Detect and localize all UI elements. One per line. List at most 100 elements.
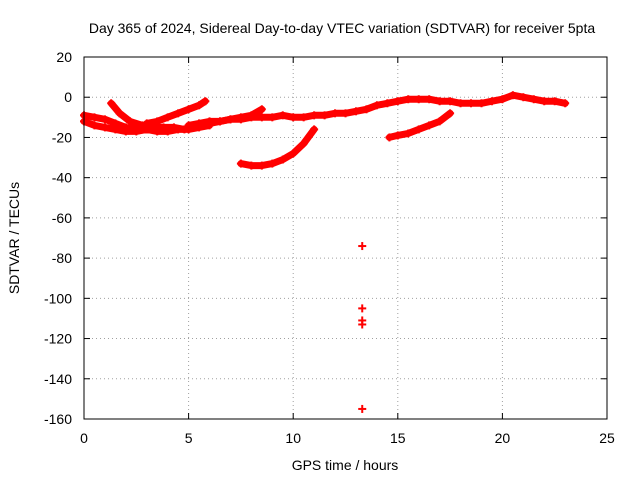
data-point [278, 111, 287, 120]
data-point [299, 139, 308, 148]
data-point [174, 109, 183, 118]
data-point [404, 95, 413, 104]
x-tick-label: 15 [390, 430, 406, 446]
series-arc-6 [195, 105, 266, 130]
data-point [446, 97, 455, 106]
data-point [215, 117, 224, 126]
series-arc-8 [385, 109, 455, 142]
data-point [278, 155, 287, 164]
data-point [358, 304, 367, 313]
data-point [508, 91, 517, 100]
data-point [169, 123, 178, 132]
data-point [163, 113, 172, 122]
data-point [341, 109, 350, 118]
data-point [456, 99, 465, 108]
y-tick-label: -100 [44, 290, 72, 306]
data-point [467, 99, 476, 108]
y-tick-label: -120 [44, 331, 72, 347]
data-point [247, 111, 256, 120]
data-point [331, 109, 340, 118]
data-point [257, 105, 266, 114]
data-point [550, 97, 559, 106]
data-point [236, 159, 245, 168]
y-tick-label: -160 [44, 411, 72, 427]
data-point [425, 121, 434, 130]
plot-frame [83, 56, 608, 420]
data-point [268, 159, 277, 168]
data-point [414, 95, 423, 104]
data-point [435, 97, 444, 106]
y-axis-label: SDTVAR / TECUs [6, 182, 22, 294]
data-point [111, 119, 120, 128]
data-point [393, 131, 402, 140]
y-tick-label: 0 [64, 89, 72, 105]
y-tick-label: -40 [52, 170, 72, 186]
data-point [372, 101, 381, 110]
data-point [180, 125, 189, 134]
data-point [498, 95, 507, 104]
data-point [184, 105, 193, 114]
data-point [435, 117, 444, 126]
ticks: 0 5 10 15 20 25 20 0 -20 -40 -60 -80 -100 -120 -140 -16… [44, 49, 615, 446]
data-point [205, 119, 214, 128]
data-point [393, 97, 402, 106]
data-point [561, 99, 570, 108]
x-axis-label: GPS time / hours [292, 457, 399, 473]
data-point [226, 115, 235, 124]
data-point [257, 113, 266, 122]
data-point [358, 320, 367, 329]
data-point [404, 129, 413, 138]
data-point [107, 99, 116, 108]
series-outliers [358, 242, 367, 413]
series-line [237, 125, 318, 170]
data-point [100, 123, 109, 132]
data-point [289, 149, 298, 158]
series-arc-4 [142, 97, 210, 128]
series-layer [80, 91, 570, 413]
y-tick-label: -60 [52, 210, 72, 226]
data-point [142, 119, 151, 128]
x-tick-label: 10 [285, 430, 301, 446]
data-point [358, 242, 367, 251]
y-tick-label: -140 [44, 371, 72, 387]
y-tick-label: -80 [52, 250, 72, 266]
data-point [247, 161, 256, 170]
x-tick-label: 25 [599, 430, 615, 446]
data-point [477, 99, 486, 108]
data-point [100, 115, 109, 124]
series-arc-7 [236, 125, 319, 170]
data-point [90, 121, 99, 130]
data-point [159, 123, 168, 132]
data-point [385, 133, 394, 142]
data-point [540, 97, 549, 106]
data-point [153, 117, 162, 126]
y-tick-label: -20 [52, 129, 72, 145]
data-point [310, 111, 319, 120]
y-tick-label: 20 [56, 49, 72, 65]
data-point [236, 113, 245, 122]
x-tick-label: 5 [185, 430, 193, 446]
data-point [529, 95, 538, 104]
data-point [358, 404, 367, 413]
data-point [90, 113, 99, 122]
data-point [201, 97, 210, 106]
x-tick-label: 0 [80, 430, 88, 446]
series-arc-2 [80, 111, 151, 134]
data-point [446, 109, 455, 118]
data-point [195, 121, 204, 130]
data-point [383, 99, 392, 108]
data-point [184, 121, 193, 130]
chart-title: Day 365 of 2024, Sidereal Day-to-day VTE… [89, 20, 596, 36]
data-point [289, 113, 298, 122]
series-line [185, 91, 569, 129]
data-point [320, 111, 329, 120]
data-point [195, 101, 204, 110]
data-point [351, 107, 360, 116]
data-point [121, 123, 130, 132]
data-point [414, 125, 423, 134]
x-tick-label: 20 [495, 430, 511, 446]
data-point [310, 125, 319, 134]
data-point [268, 113, 277, 122]
data-point [257, 161, 266, 170]
